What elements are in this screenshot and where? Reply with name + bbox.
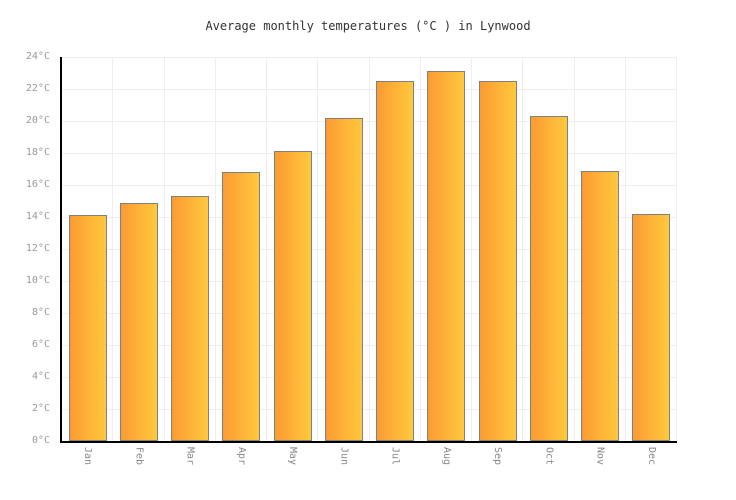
x-tick-label-feb: Feb [133,447,145,466]
v-gridline-11 [625,57,626,441]
y-axis-labels: 0°C 2°C 4°C 6°C 8°C 10°C 12°C 14°C 16°C 18°C 20°C 2… [0,51,50,446]
x-tick-label-aug: Aug [440,447,452,466]
y-tick-label-14: 14°C [25,211,50,222]
x-tick-label-may: May [287,447,299,466]
y-tick-label-0: 0°C [31,435,50,446]
x-tick-label-apr: Apr [235,447,247,466]
bar-apr [222,172,261,441]
bar-jul [376,81,415,441]
y-tick-label-12: 12°C [25,243,50,254]
bar-jan [68,215,107,441]
v-gridline-9 [522,57,523,441]
v-gridline-2 [164,57,165,441]
x-tick-label-jul: Jul [389,447,401,466]
y-tick-label-18: 18°C [25,147,50,158]
x-tick-label-oct: Oct [543,447,555,466]
x-tick-label-mar: Mar [184,447,196,466]
bar-may [273,151,312,441]
bar-oct [529,116,568,441]
v-gridline-8 [471,57,472,441]
v-gridline-6 [369,57,370,441]
v-gridline-7 [420,57,421,441]
v-gridline-3 [215,57,216,441]
y-tick-label-10: 10°C [25,275,50,286]
y-tick-label-4: 4°C [31,371,50,382]
bar-mar [171,196,210,441]
bar-sep [478,81,517,441]
x-tick-label-nov: Nov [594,447,606,466]
y-tick-label-22: 22°C [25,83,50,94]
bar-feb [119,203,158,441]
y-tick-label-16: 16°C [25,179,50,190]
v-gridline-12 [676,57,677,441]
bar-dec [632,214,671,441]
x-axis-labels: Jan Feb Mar Apr May Jun Jul Aug Sep Oct Nov Dec [62,447,677,497]
y-tick-label-20: 20°C [25,115,50,126]
y-tick-label-2: 2°C [31,403,50,414]
chart-title: Average monthly temperatures (°C ) in Ly… [205,19,531,33]
y-tick-label-24: 24°C [25,51,50,62]
v-gridline-4 [266,57,267,441]
y-tick-label-6: 6°C [31,339,50,350]
x-tick-label-jun: Jun [338,447,350,466]
x-tick-label-jan: Jan [82,447,94,466]
bar-nov [581,171,620,441]
bar-jun [324,118,363,441]
y-tick-label-8: 8°C [31,307,50,318]
v-gridline-5 [317,57,318,441]
x-tick-label-sep: Sep [492,447,504,466]
plot-area [60,56,677,443]
bar-aug [427,71,466,441]
v-gridline-10 [574,57,575,441]
v-gridline-1 [112,57,113,441]
x-tick-label-dec: Dec [645,447,657,466]
